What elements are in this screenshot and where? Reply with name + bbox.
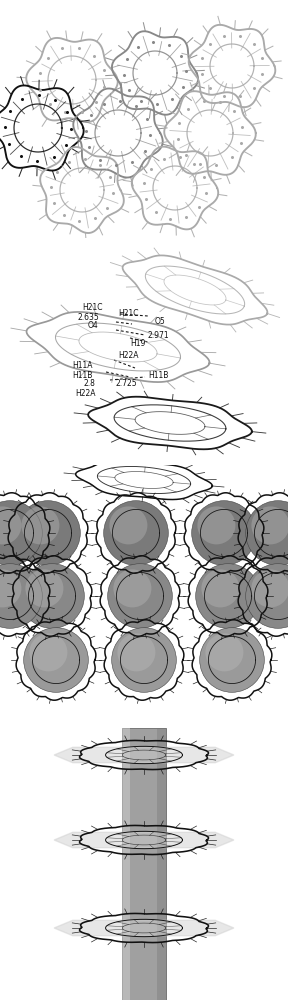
Text: O5: O5 bbox=[155, 318, 166, 326]
Text: 2.8: 2.8 bbox=[84, 378, 96, 387]
Bar bbox=[122, 728, 166, 1000]
Bar bbox=[157, 728, 166, 1000]
Ellipse shape bbox=[197, 506, 235, 544]
Ellipse shape bbox=[246, 501, 288, 565]
Ellipse shape bbox=[113, 569, 151, 607]
Text: H19: H19 bbox=[130, 340, 145, 349]
Ellipse shape bbox=[251, 569, 288, 607]
Ellipse shape bbox=[201, 569, 239, 607]
Ellipse shape bbox=[21, 506, 59, 544]
Ellipse shape bbox=[16, 501, 80, 565]
Text: 2.971: 2.971 bbox=[148, 330, 170, 340]
Polygon shape bbox=[54, 747, 234, 763]
Ellipse shape bbox=[108, 564, 172, 628]
Ellipse shape bbox=[112, 628, 176, 692]
Ellipse shape bbox=[251, 506, 288, 544]
Text: H21C: H21C bbox=[82, 302, 103, 312]
Ellipse shape bbox=[24, 628, 88, 692]
Polygon shape bbox=[54, 832, 234, 848]
Ellipse shape bbox=[192, 501, 256, 565]
Text: H11B: H11B bbox=[72, 370, 92, 379]
Ellipse shape bbox=[0, 506, 21, 544]
Ellipse shape bbox=[0, 501, 42, 565]
Ellipse shape bbox=[200, 628, 264, 692]
Text: O4: O4 bbox=[88, 322, 99, 330]
Ellipse shape bbox=[196, 564, 260, 628]
Text: 2.725: 2.725 bbox=[115, 378, 137, 387]
Text: H11B: H11B bbox=[148, 370, 168, 379]
Ellipse shape bbox=[29, 633, 67, 671]
Text: H11A: H11A bbox=[72, 360, 92, 369]
Ellipse shape bbox=[104, 501, 168, 565]
Ellipse shape bbox=[246, 564, 288, 628]
Bar bbox=[122, 728, 130, 1000]
Ellipse shape bbox=[109, 506, 147, 544]
Text: H22A: H22A bbox=[75, 388, 96, 397]
Polygon shape bbox=[54, 920, 234, 936]
Ellipse shape bbox=[0, 564, 42, 628]
Text: H22A: H22A bbox=[118, 351, 139, 360]
Ellipse shape bbox=[20, 564, 84, 628]
Ellipse shape bbox=[118, 633, 156, 671]
Text: 2.635: 2.635 bbox=[77, 314, 99, 322]
Ellipse shape bbox=[205, 633, 243, 671]
Text: H21C: H21C bbox=[118, 308, 139, 318]
Ellipse shape bbox=[25, 569, 63, 607]
Ellipse shape bbox=[0, 569, 21, 607]
